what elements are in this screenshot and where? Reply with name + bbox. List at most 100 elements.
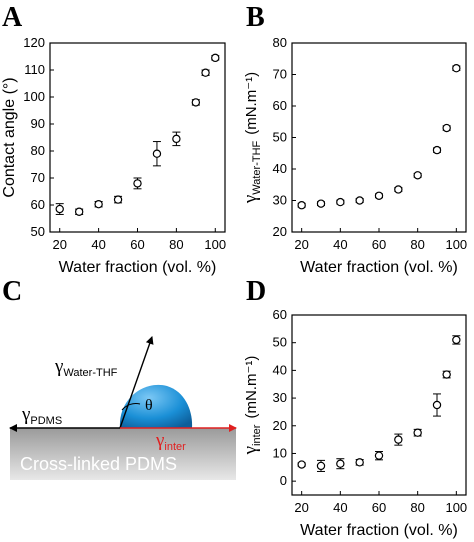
y-tick-label: 20 <box>273 418 287 433</box>
x-tick-label: 40 <box>333 500 347 515</box>
data-point <box>336 458 345 470</box>
data-point <box>55 203 64 215</box>
data-marker <box>74 207 84 216</box>
x-tick-label: 80 <box>169 237 183 252</box>
data-marker <box>452 335 461 345</box>
data-point <box>113 195 123 204</box>
data-marker <box>442 123 451 133</box>
contact-angle-diagram: Cross-linked PDMS θ γWater-THF γPDMS γin… <box>9 336 237 480</box>
y-axis-label: Contact angle (°) <box>1 77 18 197</box>
data-point <box>191 98 201 107</box>
data-marker <box>394 185 403 194</box>
gamma-pdms-label: γPDMS <box>21 404 62 427</box>
y-axis-subscript: inter <box>251 424 263 446</box>
data-marker <box>316 461 326 471</box>
chart-gamma-inter: 20 40 60 80 100 0 10 20 30 40 50 60 Water fraction (… <box>240 307 467 539</box>
x-tick-label: 60 <box>130 237 144 252</box>
data-marker <box>413 171 422 180</box>
data-marker <box>355 458 364 467</box>
x-tick-label: 60 <box>372 500 386 515</box>
water-droplet <box>119 384 193 428</box>
substrate-label: Cross-linked PDMS <box>20 454 177 474</box>
data-marker <box>432 145 442 155</box>
x-tick-label: 80 <box>410 500 424 515</box>
data-marker <box>336 197 345 207</box>
y-axis-gamma: γ <box>240 195 261 204</box>
y-tick-label: 110 <box>24 62 45 77</box>
y-tick-label: 20 <box>273 224 287 239</box>
theta-arc <box>121 403 141 411</box>
y-axis-subscript: Water-THF <box>251 140 263 194</box>
y-tick-label: 120 <box>23 35 45 50</box>
data-point <box>442 370 451 379</box>
data-marker <box>172 134 181 144</box>
data-marker <box>55 204 64 214</box>
gamma-inter-label: γinter <box>155 430 186 453</box>
y-tick-label: 30 <box>273 390 287 405</box>
panel-letter-a: A <box>2 2 23 33</box>
data-point <box>74 207 84 216</box>
data-marker <box>297 460 306 469</box>
x-tick-label: 60 <box>372 237 386 252</box>
panel-letter-b: B <box>246 2 265 33</box>
x-tick-label: 20 <box>52 237 66 252</box>
data-marker <box>316 199 326 208</box>
x-tick-label: 20 <box>294 500 308 515</box>
y-tick-label: 80 <box>273 35 287 50</box>
data-marker <box>452 63 461 73</box>
data-point <box>452 63 461 73</box>
y-tick-label: 40 <box>273 362 287 377</box>
data-point <box>432 145 442 155</box>
data-marker <box>152 149 162 158</box>
x-tick-label: 100 <box>204 237 226 252</box>
y-tick-label: 40 <box>273 161 287 176</box>
data-marker <box>336 459 345 468</box>
data-point <box>394 433 403 446</box>
data-marker <box>133 179 142 188</box>
y-tick-label: 0 <box>280 473 287 488</box>
chart-gamma-water-thf: 20 40 60 80 100 20 30 40 50 60 70 80 Water fraction … <box>240 35 467 276</box>
data-marker <box>442 370 451 379</box>
data-marker <box>201 68 210 77</box>
y-axis-gamma: γ <box>240 446 261 455</box>
y-tick-label: 10 <box>273 445 287 460</box>
data-point <box>152 141 162 167</box>
theta-label: θ <box>145 397 153 414</box>
y-tick-label: 60 <box>273 307 287 322</box>
x-tick-label: 80 <box>410 237 424 252</box>
data-point <box>297 460 306 469</box>
data-point <box>452 335 461 345</box>
gamma-water-thf-label: γWater-THF <box>54 356 118 379</box>
y-tick-label: 50 <box>31 224 45 239</box>
y-tick-label: 90 <box>31 116 45 131</box>
x-tick-label: 100 <box>445 237 467 252</box>
panel-letter-d: D <box>246 276 266 307</box>
data-point <box>336 197 345 207</box>
y-tick-label: 60 <box>31 197 45 212</box>
x-tick-label: 100 <box>445 500 467 515</box>
data-marker <box>191 98 201 107</box>
data-point <box>394 185 403 194</box>
data-marker <box>432 400 442 410</box>
data-point <box>355 196 364 205</box>
x-axis-label: Water fraction (vol. %) <box>59 259 217 276</box>
y-axis-label: γinter (mN.m⁻¹) <box>240 356 263 456</box>
data-point <box>316 199 326 208</box>
y-tick-label: 80 <box>31 143 45 158</box>
x-axis-label: Water fraction (vol. %) <box>300 259 458 276</box>
data-marker <box>94 199 103 209</box>
y-tick-label: 100 <box>23 89 45 104</box>
x-tick-label: 40 <box>333 237 347 252</box>
data-marker <box>355 196 364 205</box>
data-marker <box>297 201 306 210</box>
data-point <box>172 131 181 147</box>
y-tick-label: 70 <box>273 67 287 82</box>
panel-letter-c: C <box>2 276 22 307</box>
pdms-substrate <box>10 428 236 480</box>
data-marker <box>211 53 220 63</box>
data-point <box>374 451 384 461</box>
data-marker <box>374 191 384 200</box>
data-point <box>211 53 220 63</box>
y-tick-label: 60 <box>273 98 287 113</box>
